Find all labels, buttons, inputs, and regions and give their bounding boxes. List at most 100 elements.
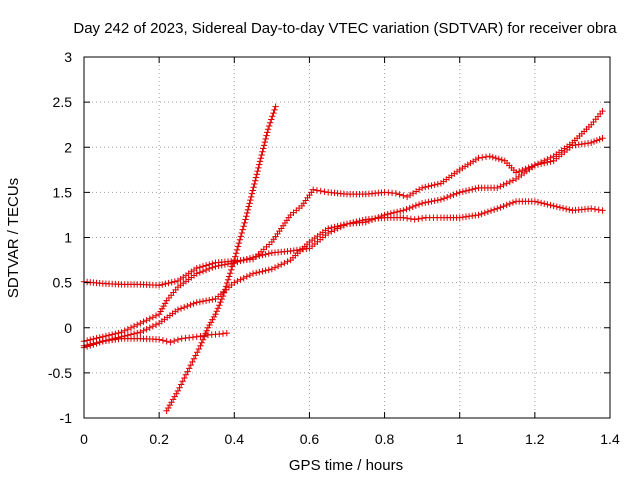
data-point [425, 198, 432, 206]
data-point [489, 153, 496, 161]
data-point [146, 324, 153, 331]
data-point [249, 187, 257, 194]
y-tick-label: 0.5 [53, 275, 73, 291]
data-point [177, 381, 185, 388]
data-point [478, 210, 485, 218]
data-point [262, 251, 269, 258]
data-point [127, 324, 135, 331]
x-tick-label: 1.2 [525, 431, 545, 447]
data-point [409, 203, 416, 211]
data-point [331, 223, 338, 231]
data-point [256, 161, 263, 168]
data-point [237, 257, 244, 265]
data-point [482, 153, 490, 161]
data-point [512, 169, 520, 176]
data-point [143, 317, 150, 324]
x-tick-label: 1 [456, 431, 464, 447]
data-point [242, 216, 249, 223]
data-point [596, 136, 603, 143]
data-point [177, 305, 185, 312]
data-point [223, 329, 230, 337]
data-point [173, 390, 180, 397]
data-point [247, 196, 254, 204]
data-point [174, 387, 182, 395]
data-point [87, 342, 94, 349]
data-point [356, 217, 363, 225]
data-point [246, 271, 254, 279]
data-point [130, 323, 138, 330]
data-point [343, 220, 351, 228]
data-point [260, 145, 267, 152]
data-point [231, 259, 238, 266]
data-point [253, 269, 260, 277]
data-point [262, 135, 269, 143]
data-point [590, 138, 598, 145]
data-point [547, 201, 554, 209]
data-point [593, 137, 601, 144]
data-point [225, 273, 233, 280]
data-point [168, 279, 175, 286]
data-point [244, 206, 252, 213]
data-point [218, 261, 225, 269]
data-point [124, 326, 132, 333]
data-point [270, 109, 277, 117]
data-point [160, 302, 167, 310]
data-point [169, 396, 177, 403]
data-point [204, 324, 212, 331]
data-point [247, 193, 255, 201]
data-point [495, 155, 502, 163]
data-point [155, 282, 163, 289]
x-tick-label: 0 [80, 431, 88, 447]
y-tick-label: 1 [64, 230, 72, 246]
data-point [403, 206, 410, 213]
data-point [503, 201, 510, 209]
y-tick-label: -0.5 [48, 365, 72, 381]
data-point [197, 342, 204, 349]
data-point [274, 262, 282, 270]
data-point [199, 267, 207, 275]
data-point [281, 259, 288, 267]
data-point [261, 138, 269, 146]
data-point [187, 361, 195, 369]
data-point [393, 208, 401, 216]
data-point [235, 239, 243, 247]
data-point [232, 250, 240, 257]
data-point [252, 174, 260, 181]
data-point [240, 223, 247, 230]
data-point [186, 365, 193, 372]
data-point [240, 274, 247, 282]
data-point [492, 154, 499, 162]
data-point [268, 265, 276, 273]
data-point [346, 220, 354, 227]
data-point [415, 215, 422, 223]
data-point [207, 319, 215, 326]
data-point [190, 300, 197, 307]
data-point [184, 368, 191, 375]
data-point [213, 308, 220, 315]
data-point [238, 229, 245, 237]
data-point [418, 200, 426, 207]
data-point [500, 203, 507, 210]
data-point [422, 199, 429, 206]
data-point [566, 206, 573, 213]
data-point [400, 192, 407, 199]
data-point [453, 190, 460, 197]
data-point [265, 266, 272, 274]
data-point [313, 187, 321, 194]
data-point [350, 219, 357, 226]
data-point [265, 250, 272, 257]
data-point [161, 300, 169, 307]
data-point [267, 119, 274, 126]
x-tick-label: 0.6 [300, 431, 320, 447]
data-point [210, 313, 218, 321]
data-point [400, 214, 407, 221]
data-point [181, 374, 188, 382]
data-point [340, 221, 348, 228]
data-point [234, 277, 241, 285]
data-point [176, 384, 183, 391]
data-point [262, 267, 269, 274]
data-point [249, 254, 257, 261]
data-point [140, 318, 147, 325]
data-point [232, 253, 239, 260]
data-point [487, 207, 495, 214]
